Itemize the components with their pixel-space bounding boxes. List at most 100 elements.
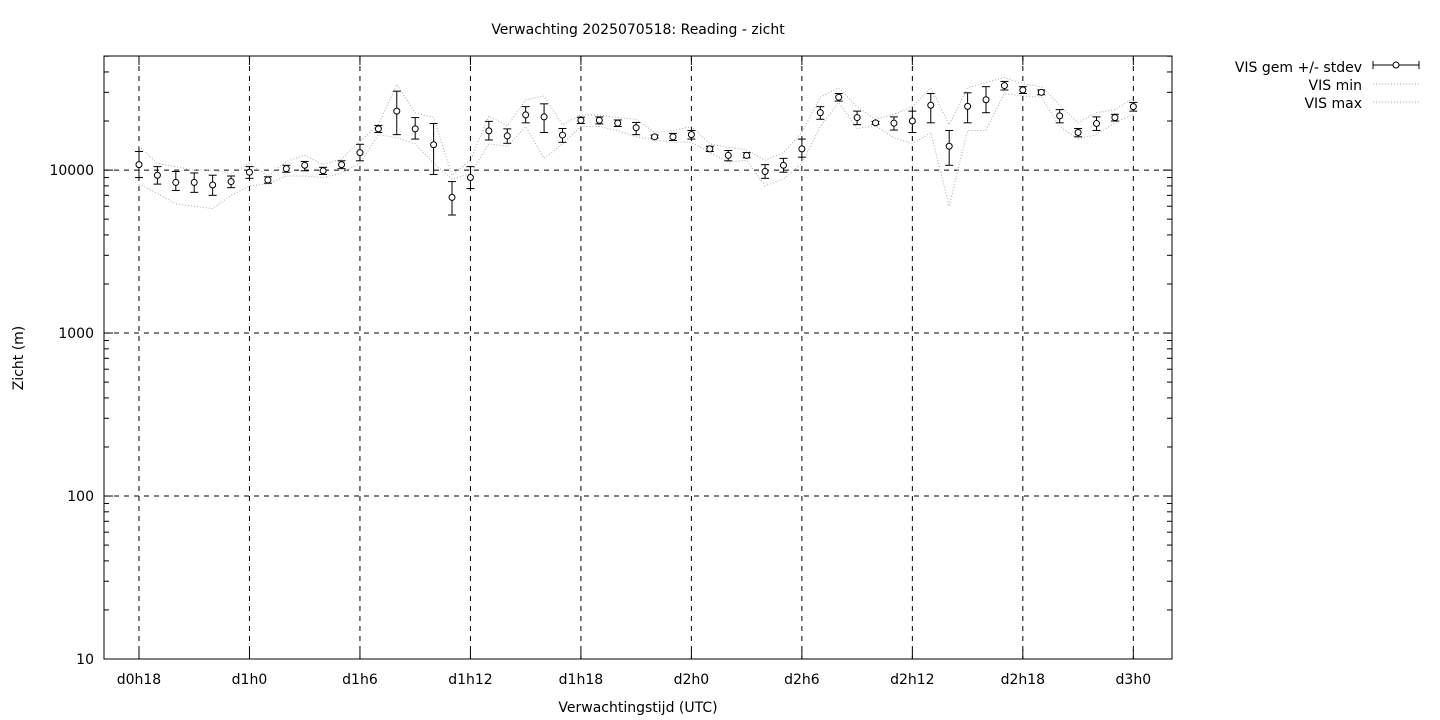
data-point xyxy=(687,129,696,140)
x-axis-label: Verwachtingstijd (UTC) xyxy=(558,700,717,716)
data-point xyxy=(429,123,438,175)
data-point xyxy=(540,103,549,134)
vis-min-line xyxy=(138,92,1134,210)
mean-marker xyxy=(282,165,290,173)
data-point xyxy=(1037,88,1046,96)
data-point xyxy=(355,143,364,162)
data-point xyxy=(908,110,917,134)
data-point xyxy=(392,90,401,136)
mean-marker xyxy=(982,96,990,104)
data-point xyxy=(761,164,770,179)
data-point xyxy=(1074,127,1083,138)
mean-marker xyxy=(577,116,585,124)
chart-title: Verwachting 2025070518: Reading - zicht xyxy=(491,22,785,38)
legend-label-mean: VIS gem +/- stdev xyxy=(1235,60,1362,76)
mean-marker xyxy=(724,151,732,159)
data-point xyxy=(595,116,604,125)
x-tick-label: d1h18 xyxy=(559,672,603,688)
mean-marker xyxy=(1074,129,1082,137)
mean-marker xyxy=(927,101,935,109)
data-point xyxy=(1000,80,1009,91)
data-point xyxy=(153,166,162,185)
data-point xyxy=(834,93,843,102)
mean-marker xyxy=(466,174,474,182)
y-tick-label: 1000 xyxy=(58,326,94,342)
data-point xyxy=(945,129,954,166)
mean-marker xyxy=(1056,112,1064,120)
x-tick-label: d2h0 xyxy=(674,672,710,688)
data-point xyxy=(411,117,420,140)
y-axis-ticks: 10 100 1000 10000 xyxy=(49,163,1172,668)
mean-marker xyxy=(964,102,972,110)
x-tick-label: d1h6 xyxy=(342,672,378,688)
data-point xyxy=(816,106,825,120)
data-point xyxy=(134,151,143,179)
data-point xyxy=(779,157,788,173)
mean-marker xyxy=(1093,120,1101,128)
mean-marker xyxy=(761,168,769,176)
mean-marker xyxy=(669,133,677,141)
data-point xyxy=(521,106,530,124)
mean-marker xyxy=(540,113,548,121)
mean-marker xyxy=(393,107,401,115)
mean-marker xyxy=(448,193,456,201)
x-tick-label: d0h18 xyxy=(117,672,161,688)
data-point xyxy=(889,116,898,131)
mean-marker xyxy=(190,178,198,186)
x-tick-label: d2h18 xyxy=(1001,672,1045,688)
mean-marker xyxy=(135,161,143,169)
x-tick-label: d2h6 xyxy=(784,672,820,688)
mean-marker xyxy=(559,131,567,139)
data-point xyxy=(668,132,677,141)
mean-marker xyxy=(338,161,346,169)
data-point xyxy=(374,124,383,134)
mean-marker xyxy=(411,125,419,133)
mean-marker xyxy=(706,145,714,153)
mean-marker xyxy=(301,161,309,169)
mean-marker xyxy=(245,168,253,176)
mean-marker xyxy=(1037,88,1045,96)
mean-marker xyxy=(908,117,916,125)
mean-marker xyxy=(485,127,493,135)
mean-marker xyxy=(209,181,217,189)
data-point xyxy=(466,166,475,190)
data-point xyxy=(227,175,236,189)
data-point xyxy=(263,176,272,184)
x-tick-label: d2h12 xyxy=(890,672,934,688)
data-point xyxy=(853,110,862,126)
y-tick-label: 10 xyxy=(76,652,94,668)
mean-marker xyxy=(872,119,880,127)
mean-marker xyxy=(816,109,824,117)
vis-min-series xyxy=(138,92,1134,210)
mean-marker xyxy=(1000,82,1008,90)
data-point xyxy=(1018,86,1027,95)
data-point xyxy=(1055,109,1064,124)
data-point xyxy=(448,181,457,216)
mean-marker xyxy=(1129,103,1137,111)
mean-marker xyxy=(319,167,327,175)
data-point xyxy=(724,149,733,162)
mean-marker xyxy=(356,149,364,157)
data-point xyxy=(337,160,346,170)
legend-sample-mean xyxy=(1372,61,1420,69)
y-tick-label: 10000 xyxy=(49,163,94,179)
data-point xyxy=(1110,113,1119,122)
data-point xyxy=(484,120,493,141)
data-point xyxy=(319,166,328,175)
mean-marker xyxy=(632,124,640,132)
mean-marker xyxy=(1019,86,1027,94)
data-point xyxy=(245,166,254,179)
mean-marker xyxy=(264,176,272,184)
data-point xyxy=(208,174,217,196)
data-point xyxy=(871,119,880,127)
data-point xyxy=(300,160,309,172)
data-point xyxy=(650,133,659,141)
mean-marker xyxy=(945,142,953,150)
mean-marker xyxy=(227,178,235,186)
y-axis-label: Zicht (m) xyxy=(11,326,27,391)
data-point xyxy=(503,128,512,144)
mean-marker xyxy=(687,131,695,139)
data-point xyxy=(705,145,714,153)
x-tick-label: d3h0 xyxy=(1116,672,1152,688)
